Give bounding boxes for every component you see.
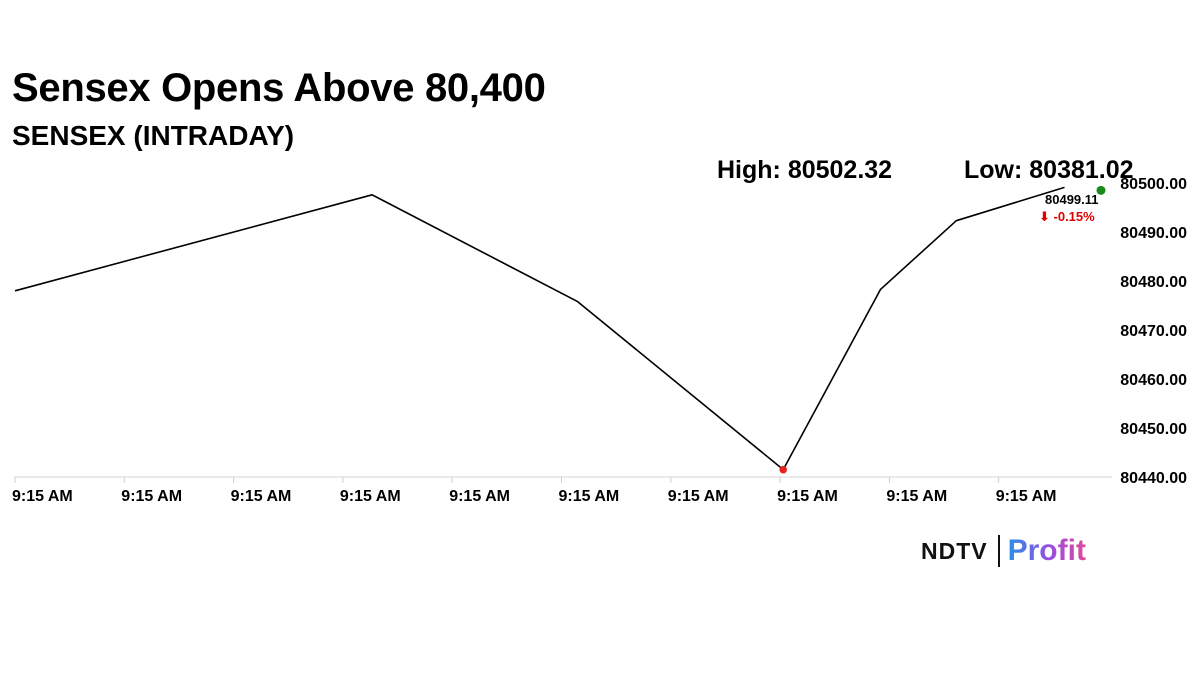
y-tick-label: 80440.00 xyxy=(1120,470,1187,487)
last-point-marker xyxy=(1096,185,1106,195)
y-tick-label: 80460.00 xyxy=(1120,372,1187,389)
low-point-marker xyxy=(779,465,788,474)
x-tick-label: 9:15 AM xyxy=(777,488,838,505)
chart-subtitle: SENSEX (INTRADAY) xyxy=(12,120,295,151)
x-tick-label: 9:15 AM xyxy=(886,488,947,505)
x-tick-label: 9:15 AM xyxy=(340,488,401,505)
y-tick-label: 80450.00 xyxy=(1120,421,1187,438)
x-tick-label: 9:15 AM xyxy=(231,488,292,505)
x-tick-label: 9:15 AM xyxy=(668,488,729,505)
logo-brand: NDTV xyxy=(921,537,988,564)
last-value-label: 80499.11 xyxy=(1045,192,1099,207)
x-tick-label: 9:15 AM xyxy=(996,488,1057,505)
ndtv-profit-logo: NDTV Profit xyxy=(921,533,1086,569)
logo-divider xyxy=(997,535,1000,567)
high-value-label: High: 80502.32 xyxy=(717,156,893,184)
low-value-label: Low: 80381.02 xyxy=(964,156,1134,184)
logo-product: Profit xyxy=(1007,534,1086,567)
y-tick-label: 80480.00 xyxy=(1120,274,1187,291)
x-tick-label: 9:15 AM xyxy=(559,488,620,505)
chart-title: Sensex Opens Above 80,400 xyxy=(12,66,546,110)
y-tick-label: 80490.00 xyxy=(1120,225,1187,242)
x-tick-label: 9:15 AM xyxy=(449,488,510,505)
y-tick-label: 80500.00 xyxy=(1120,176,1187,193)
series-line xyxy=(14,186,1065,471)
change-percent-label: ⬇ -0.15% xyxy=(1039,209,1095,224)
y-tick-label: 80470.00 xyxy=(1120,323,1187,340)
x-tick-label: 9:15 AM xyxy=(12,488,73,505)
x-tick-label: 9:15 AM xyxy=(121,488,182,505)
